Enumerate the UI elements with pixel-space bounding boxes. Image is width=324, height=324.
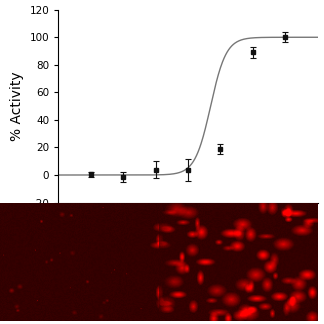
X-axis label: Log [Dopamine] M: Log [Dopamine] M — [124, 247, 252, 260]
Y-axis label: % Activity: % Activity — [10, 71, 24, 141]
